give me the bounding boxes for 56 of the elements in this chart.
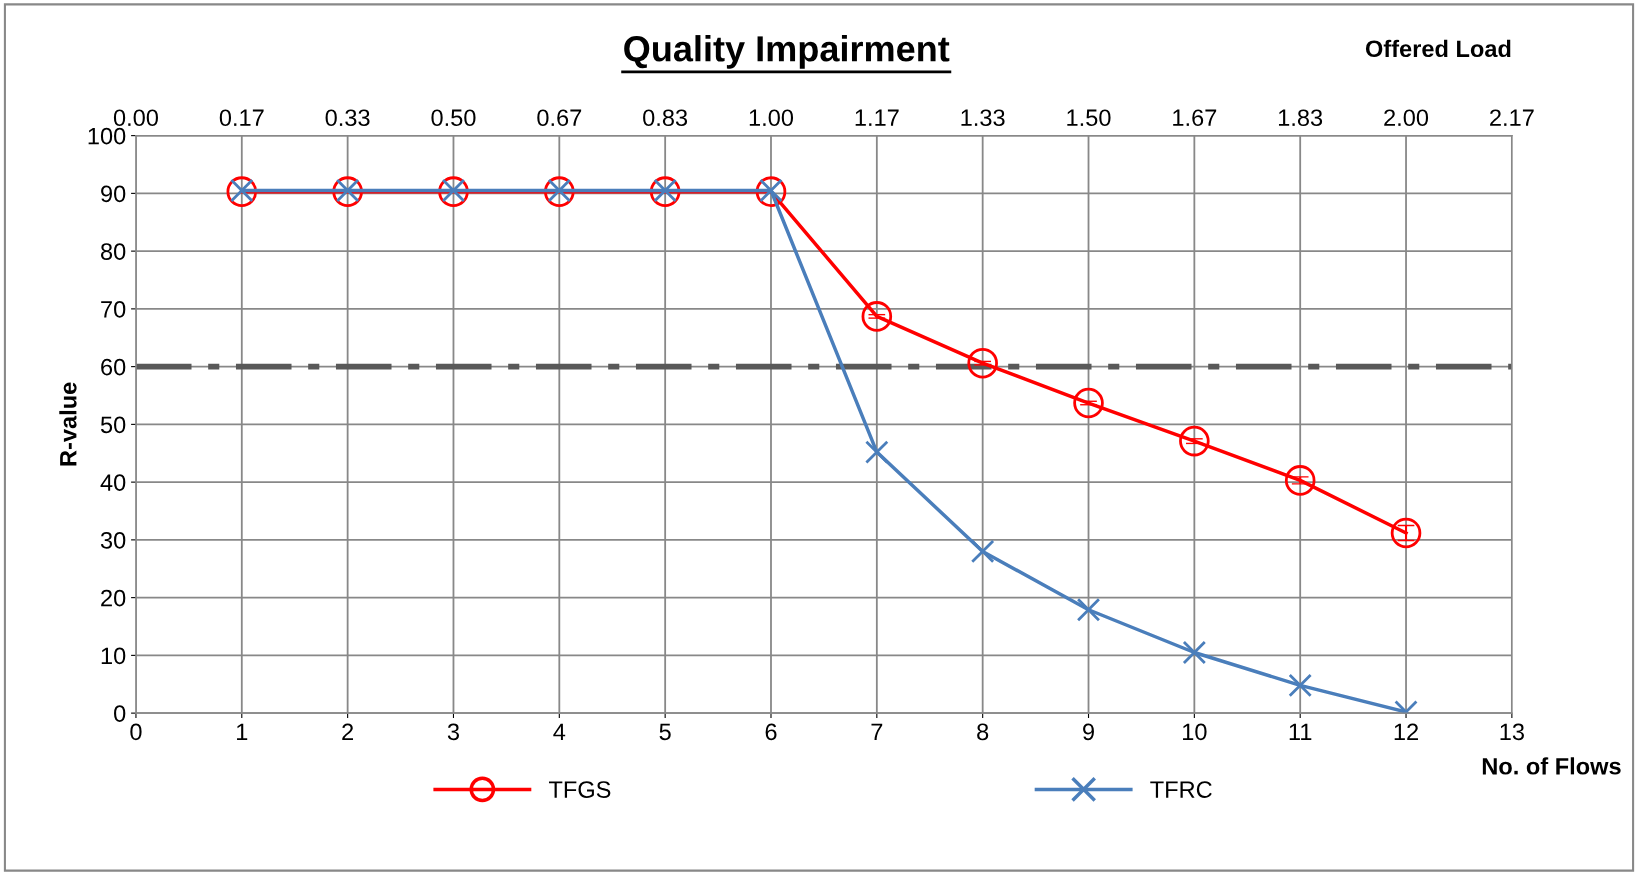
point	[1179, 425, 1210, 457]
x-tick-label: 12	[1394, 723, 1418, 740]
x-tick-label: 0	[130, 723, 142, 741]
y-tick-label: 40	[100, 474, 126, 491]
x-tick-label: 13	[1500, 723, 1524, 741]
x-tick-label: 8	[977, 723, 989, 741]
y-tick-label: 60	[101, 358, 126, 376]
x-tick-label: 4	[553, 723, 566, 740]
x-axis-title: No. of Flows	[1482, 757, 1621, 775]
x2-tick-label: 1.83	[1278, 109, 1323, 127]
x-tick-label: 10	[1183, 723, 1207, 741]
point	[970, 539, 995, 564]
point	[865, 440, 889, 464]
y-tick-label: 100	[88, 127, 126, 145]
y-tick-label: 30	[100, 531, 126, 549]
x2-tick-label: 1.17	[855, 109, 899, 126]
x2-tick-label: 0.00	[113, 109, 159, 127]
point	[1390, 517, 1422, 549]
y-tick-label: 0	[114, 705, 126, 722]
y-tick-label: 80	[101, 243, 126, 260]
x2-tick-label: 0.83	[643, 109, 688, 127]
x-tick-label: 5	[659, 723, 671, 741]
x2-tick-label: 0.50	[431, 109, 476, 127]
y-tick-label: 50	[100, 416, 126, 434]
x2-tick-label: 2.00	[1384, 109, 1429, 127]
x-tick-label: 9	[1083, 723, 1094, 741]
point	[1284, 465, 1316, 496]
x2-tick-label: 1.50	[1067, 109, 1111, 127]
point	[1076, 597, 1101, 622]
x2-tick-label: 1.00	[749, 109, 794, 127]
point	[1288, 673, 1312, 698]
x2-tick-label: 0.17	[219, 109, 264, 127]
x-tick-label: 6	[765, 723, 777, 741]
point	[1073, 387, 1104, 419]
point	[1182, 640, 1207, 665]
x2-tick-label: 0.67	[537, 109, 582, 127]
x2-axis-title: Offered Load	[1365, 39, 1511, 58]
x2-tick-label: 1.67	[1173, 109, 1217, 127]
x-tick-label: 1	[237, 723, 248, 740]
x-tick-label: 7	[871, 723, 883, 740]
legend-label: TFRC	[1150, 781, 1212, 798]
y-tick-label: 70	[101, 300, 126, 318]
y-tick-label: 10	[101, 647, 126, 665]
y-tick-label: 20	[101, 589, 126, 607]
y-tick-label: 90	[101, 185, 126, 203]
x2-tick-label: 0.33	[325, 109, 370, 127]
x-tick-label: 2	[342, 723, 354, 740]
x2-tick-label: 2.17	[1490, 109, 1534, 126]
chart-title: Quality Impairment	[624, 35, 950, 69]
point	[861, 301, 893, 332]
x-tick-label: 3	[447, 723, 459, 741]
x-tick-label: 11	[1289, 723, 1312, 740]
legend-label: TFGS	[548, 781, 611, 798]
x2-tick-label: 1.33	[961, 109, 1005, 127]
y-axis-title: R-value	[59, 382, 77, 466]
point	[967, 347, 998, 379]
